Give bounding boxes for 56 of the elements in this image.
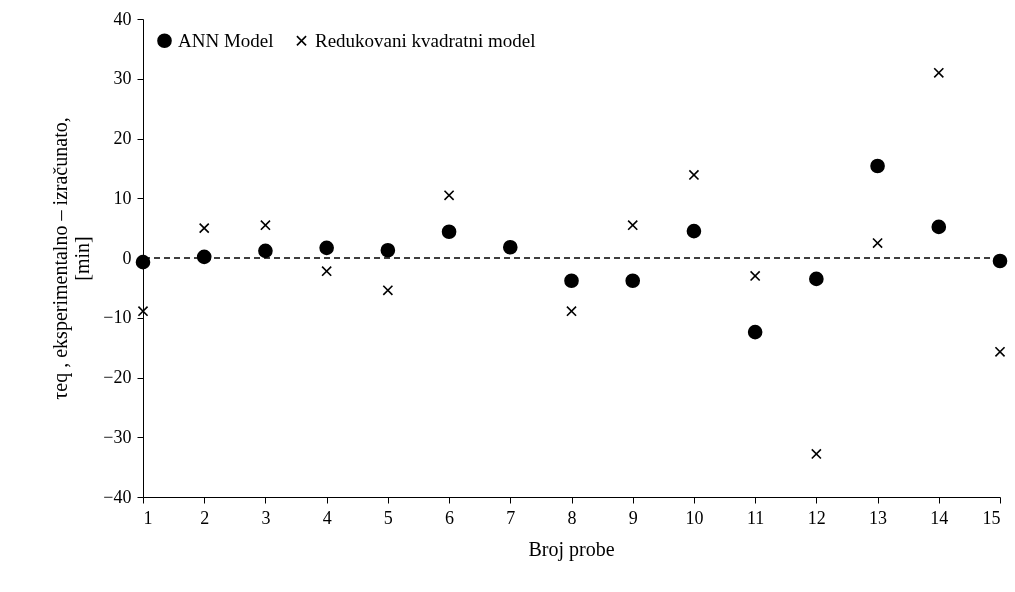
x-tick-label: 14: [930, 507, 949, 528]
x-tick-label: 7: [506, 507, 516, 528]
x-tick-label: 10: [685, 507, 704, 528]
point: [319, 240, 334, 256]
point: [625, 273, 641, 289]
point: [686, 223, 702, 239]
x-axis-title: Broj probe: [528, 537, 615, 561]
point: [870, 158, 885, 174]
x-tick-label: 15: [982, 507, 1001, 528]
point: [872, 237, 883, 249]
point: [564, 273, 579, 289]
point: [502, 239, 518, 255]
x-tick-label: 11: [746, 507, 765, 528]
point: [994, 346, 1006, 358]
point: [809, 271, 824, 287]
point: [198, 222, 210, 234]
point: [441, 224, 457, 240]
legend-label: ANN Model: [178, 29, 274, 51]
y-tick-label: 0: [122, 247, 132, 268]
point: [137, 305, 149, 317]
y-tick-label: −30: [103, 426, 132, 447]
point: [931, 219, 947, 235]
x-tick-label: 8: [567, 507, 577, 528]
x-tick-label: 13: [869, 507, 888, 528]
y-tick-label: −10: [103, 307, 132, 328]
point: [258, 243, 273, 259]
point: [992, 253, 1008, 269]
x-tick-label: 3: [261, 507, 271, 528]
y-tick-label: −40: [103, 486, 132, 507]
y-tick-label: 20: [113, 128, 132, 148]
point: [566, 305, 577, 317]
point: [749, 270, 761, 282]
y-tick-label: −20: [103, 367, 132, 387]
y-tick-label: 30: [113, 68, 132, 89]
y-axis-title: τeq , eksperimentalno – izračunato, [min]: [49, 117, 94, 400]
point: [810, 448, 822, 460]
point: [321, 265, 333, 277]
legend-label: Redukovani kvadratni model: [315, 29, 536, 51]
x-tick-label: 6: [445, 507, 455, 528]
point: [260, 219, 271, 231]
point: [747, 324, 763, 340]
point: [380, 242, 396, 258]
x-tick-label: 5: [383, 507, 393, 528]
x-tick-label: 9: [628, 507, 638, 528]
point: [443, 189, 455, 201]
x-tick-label: 1: [143, 507, 153, 528]
y-tick-label: 10: [113, 187, 132, 208]
point: [382, 284, 394, 296]
y-tick-label: 40: [113, 8, 132, 29]
x-tick-label: 4: [322, 507, 332, 528]
point: [627, 219, 639, 231]
x-tick-label: 2: [200, 507, 210, 528]
point: [933, 67, 945, 79]
point: [688, 169, 700, 181]
x-tick-label: 12: [807, 507, 826, 528]
point: [135, 254, 151, 270]
